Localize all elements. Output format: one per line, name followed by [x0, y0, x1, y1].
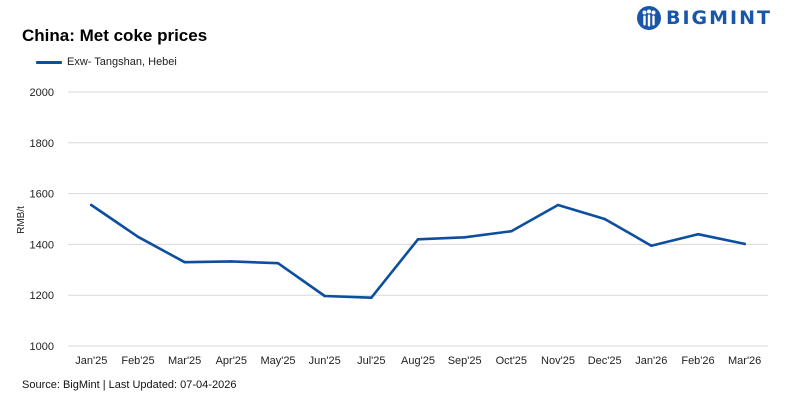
x-tick-label: Jun'25 — [309, 355, 341, 367]
x-tick-label: Apr'25 — [216, 355, 247, 367]
y-tick-label: 2000 — [30, 87, 54, 99]
y-tick-label: 1600 — [30, 189, 54, 201]
x-tick-label: Nov'25 — [541, 355, 575, 367]
y-tick-label: 1000 — [30, 341, 54, 353]
data-point — [743, 242, 746, 246]
x-tick-label: Jul'25 — [357, 355, 385, 367]
data-point — [230, 260, 233, 263]
data-point — [90, 203, 93, 207]
x-axis-ticks: Jan'25 Feb'25 Mar'25 Apr'25 May'25 Jun'25 Jul'… — [75, 355, 761, 367]
gridlines — [68, 91, 768, 347]
y-tick-label: 1400 — [30, 239, 54, 251]
x-tick-label: Feb'26 — [681, 355, 714, 367]
legend-label: Exw- Tangshan, Hebei — [67, 56, 177, 68]
x-tick-label: Aug'25 — [401, 355, 435, 367]
series-layer — [90, 203, 747, 300]
data-point — [556, 203, 560, 207]
bigmint-logo-icon — [637, 6, 661, 30]
x-tick-label: Jan'26 — [635, 355, 667, 367]
y-tick-label: 1800 — [30, 138, 54, 150]
legend: Exw- Tangshan, Hebei — [36, 56, 177, 68]
series-line — [90, 203, 747, 300]
data-point — [463, 235, 466, 239]
data-point — [136, 235, 140, 239]
y-tick-label: 1200 — [30, 290, 54, 302]
legend-swatch — [36, 60, 62, 64]
data-point — [696, 232, 700, 236]
data-point — [370, 296, 373, 300]
x-tick-label: Mar'26 — [728, 355, 761, 367]
y-axis-label: RMB/t — [16, 206, 27, 234]
y-axis-ticks: 1000 1200 1400 1600 1800 2000 — [30, 87, 54, 353]
chart-title: China: Met coke prices — [22, 26, 208, 45]
data-point — [183, 260, 186, 264]
data-point — [650, 244, 653, 247]
x-tick-label: Jan'25 — [75, 355, 107, 367]
data-point — [276, 261, 280, 265]
x-tick-label: Dec'25 — [588, 355, 622, 367]
source-note: Source: BigMint | Last Updated: 07-04-20… — [22, 379, 237, 391]
data-point — [416, 238, 420, 241]
data-point — [510, 229, 513, 233]
x-tick-label: May'25 — [260, 355, 295, 367]
x-tick-label: Sep'25 — [448, 355, 482, 367]
bigmint-logo: BIGMINT — [636, 5, 772, 31]
bigmint-logo-text: BIGMINT — [666, 7, 772, 29]
x-tick-label: Feb'25 — [121, 355, 154, 367]
x-tick-label: Mar'25 — [168, 355, 201, 367]
data-point — [323, 294, 326, 298]
x-tick-label: Oct'25 — [496, 355, 527, 367]
data-point — [603, 217, 606, 221]
